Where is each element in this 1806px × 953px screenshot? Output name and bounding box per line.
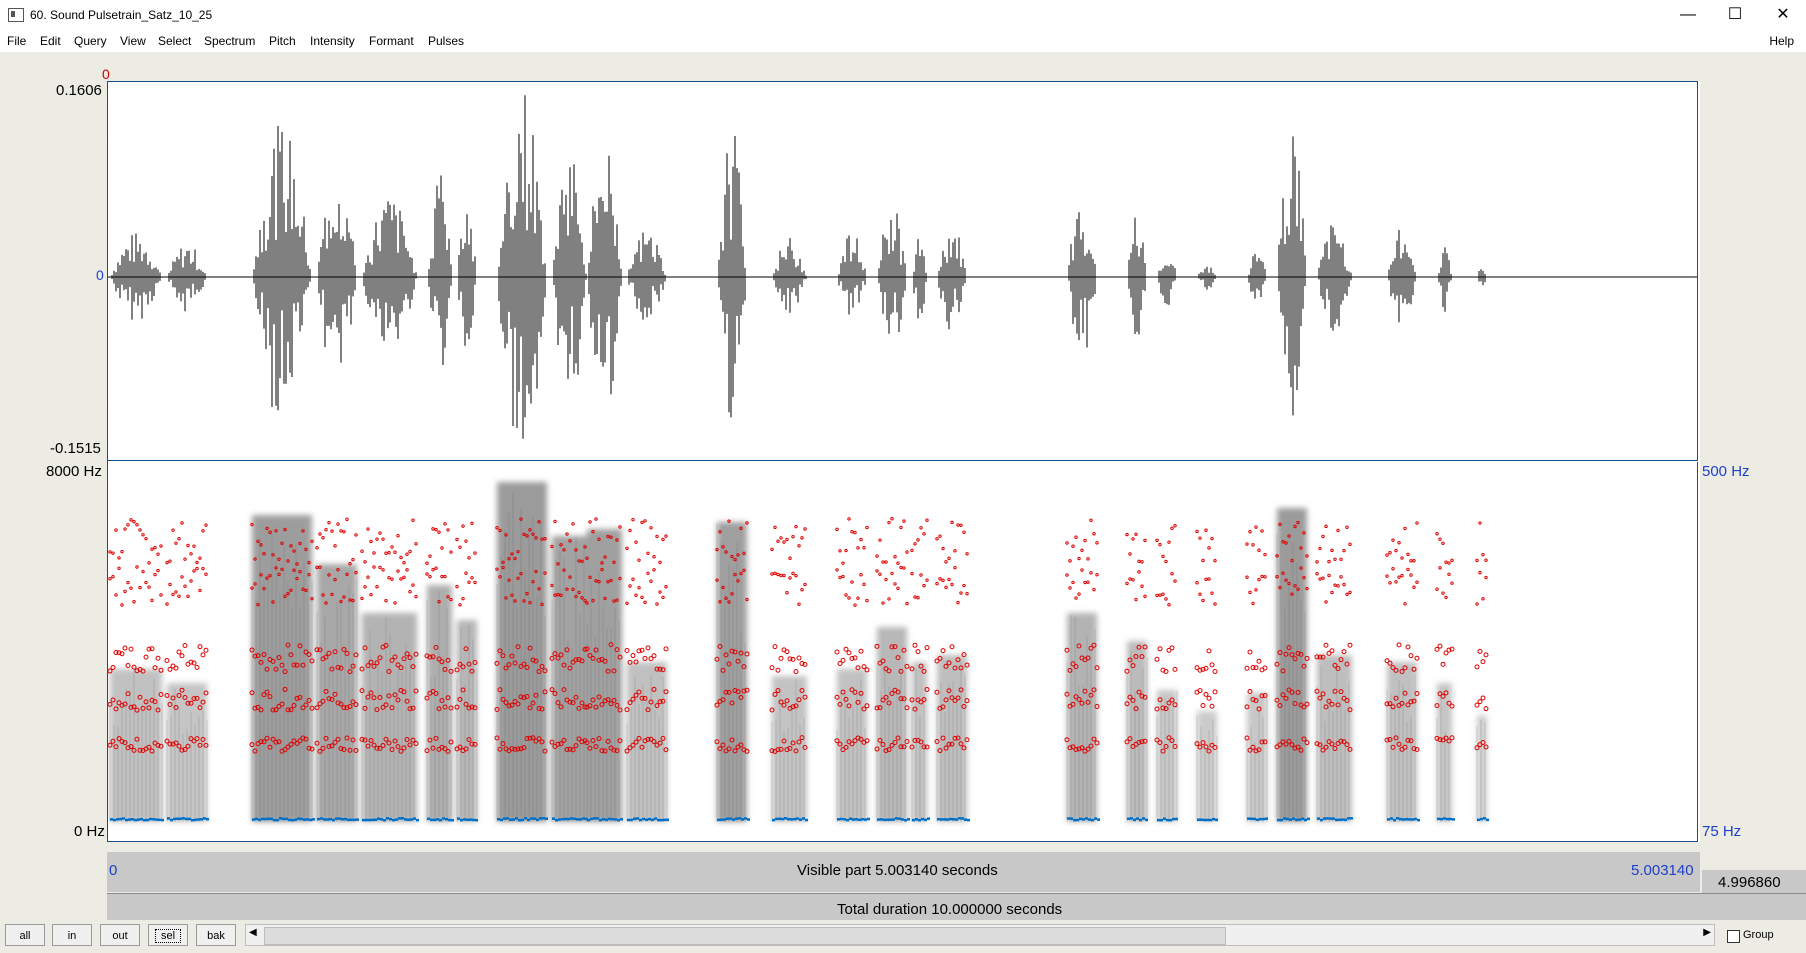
visible-end-time: 5.003140 (1631, 862, 1694, 879)
title-bar: 60. Sound Pulsetrain_Satz_10_25 — ☐ ✕ (0, 0, 1806, 31)
pitch-max-label: 500 Hz (1702, 463, 1750, 480)
zoom-out-button[interactable]: out (100, 924, 140, 946)
zoom-all-button[interactable]: all (5, 924, 45, 946)
menu-file[interactable]: File (7, 34, 27, 48)
spectrogram-max-freq-label: 8000 Hz (46, 463, 102, 480)
menu-spectrum[interactable]: Spectrum (204, 34, 256, 48)
waveform-max-label: 0.1606 (56, 82, 102, 99)
group-label: Group (1743, 929, 1774, 941)
menu-query[interactable]: Query (74, 34, 107, 48)
spectrogram-plot[interactable] (107, 462, 1698, 842)
remaining-time-label: 4.996860 (1718, 874, 1781, 891)
maximize-button[interactable]: ☐ (1727, 6, 1743, 23)
menu-intensity[interactable]: Intensity (310, 34, 355, 48)
spectrogram-frame (107, 462, 1698, 842)
visible-part-label: Visible part 5.003140 seconds (797, 862, 998, 879)
group-checkbox[interactable] (1727, 930, 1740, 943)
close-button[interactable]: ✕ (1776, 6, 1790, 23)
menu-pitch[interactable]: Pitch (269, 34, 296, 48)
sel-label: sel (154, 929, 182, 943)
praat-app-icon (8, 8, 24, 22)
waveform-zero-label: 0 (96, 267, 104, 283)
menu-bar: File Edit Query View Select Spectrum Pit… (0, 30, 1806, 52)
cursor-time-label: 0 (102, 66, 110, 82)
minimize-button[interactable]: — (1680, 6, 1696, 23)
waveform-frame (107, 81, 1698, 461)
scrollbar-thumb[interactable] (264, 927, 1226, 945)
zoom-back-button[interactable]: bak (196, 924, 236, 946)
menu-pulses[interactable]: Pulses (428, 34, 465, 48)
divider (107, 893, 1806, 894)
visible-part-bar[interactable] (107, 852, 1700, 892)
menu-edit[interactable]: Edit (40, 34, 61, 48)
scroll-left-icon[interactable]: ◀ (249, 927, 257, 938)
cursor-line (107, 81, 109, 842)
zoom-in-button[interactable]: in (52, 924, 92, 946)
zoom-to-selection-button[interactable]: sel (148, 924, 188, 946)
window-title: 60. Sound Pulsetrain_Satz_10_25 (30, 8, 213, 22)
horizontal-scrollbar[interactable]: ◀ ▶ (245, 924, 1715, 946)
menu-help[interactable]: Help (1769, 34, 1794, 48)
waveform-plot[interactable] (107, 81, 1698, 461)
spectrogram-min-freq-label: 0 Hz (74, 823, 105, 840)
pitch-min-label: 75 Hz (1702, 823, 1742, 840)
waveform-min-label: -0.1515 (50, 440, 101, 457)
remaining-time-bar[interactable] (1702, 870, 1806, 894)
scroll-right-icon[interactable]: ▶ (1703, 927, 1711, 938)
menu-formant[interactable]: Formant (369, 34, 414, 48)
total-duration-bar[interactable] (107, 894, 1806, 920)
total-duration-label: Total duration 10.000000 seconds (837, 901, 1063, 918)
menu-view[interactable]: View (120, 34, 146, 48)
menu-select[interactable]: Select (158, 34, 192, 48)
visible-start-time: 0 (109, 862, 118, 879)
